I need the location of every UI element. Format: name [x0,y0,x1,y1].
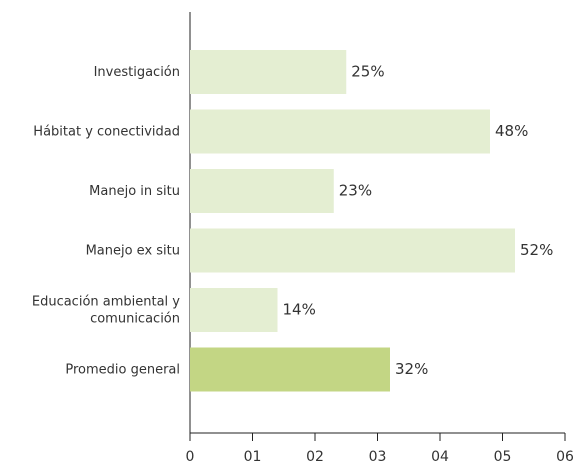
x-tick-label: 06 [556,449,574,465]
bar [190,50,347,94]
y-tick-label: Promedio general [65,362,180,377]
x-tick-label: 02 [306,449,324,465]
value-label: 14% [283,301,316,319]
y-tick-label: Manejo ex situ [86,243,180,258]
x-tick-label: 03 [369,449,387,465]
x-tick-label: 01 [244,449,262,465]
bar [190,228,515,273]
x-tick-label: 0 [186,449,195,465]
bar [190,347,390,392]
bar [190,109,490,154]
x-tick-label: 04 [431,449,449,465]
value-label: 25% [351,63,384,81]
y-tick-label: Educación ambiental y comunicación [32,294,180,326]
y-tick-label: Manejo in situ [89,184,180,199]
y-tick-label: Hábitat y conectividad [33,124,180,139]
value-label: 52% [520,241,553,259]
value-label: 23% [339,182,372,200]
value-label: 32% [395,360,428,378]
x-tick-label: 05 [494,449,512,465]
value-label: 48% [495,122,528,140]
bar [190,288,278,332]
y-tick-label: Investigación [94,65,180,80]
bar [190,169,334,213]
